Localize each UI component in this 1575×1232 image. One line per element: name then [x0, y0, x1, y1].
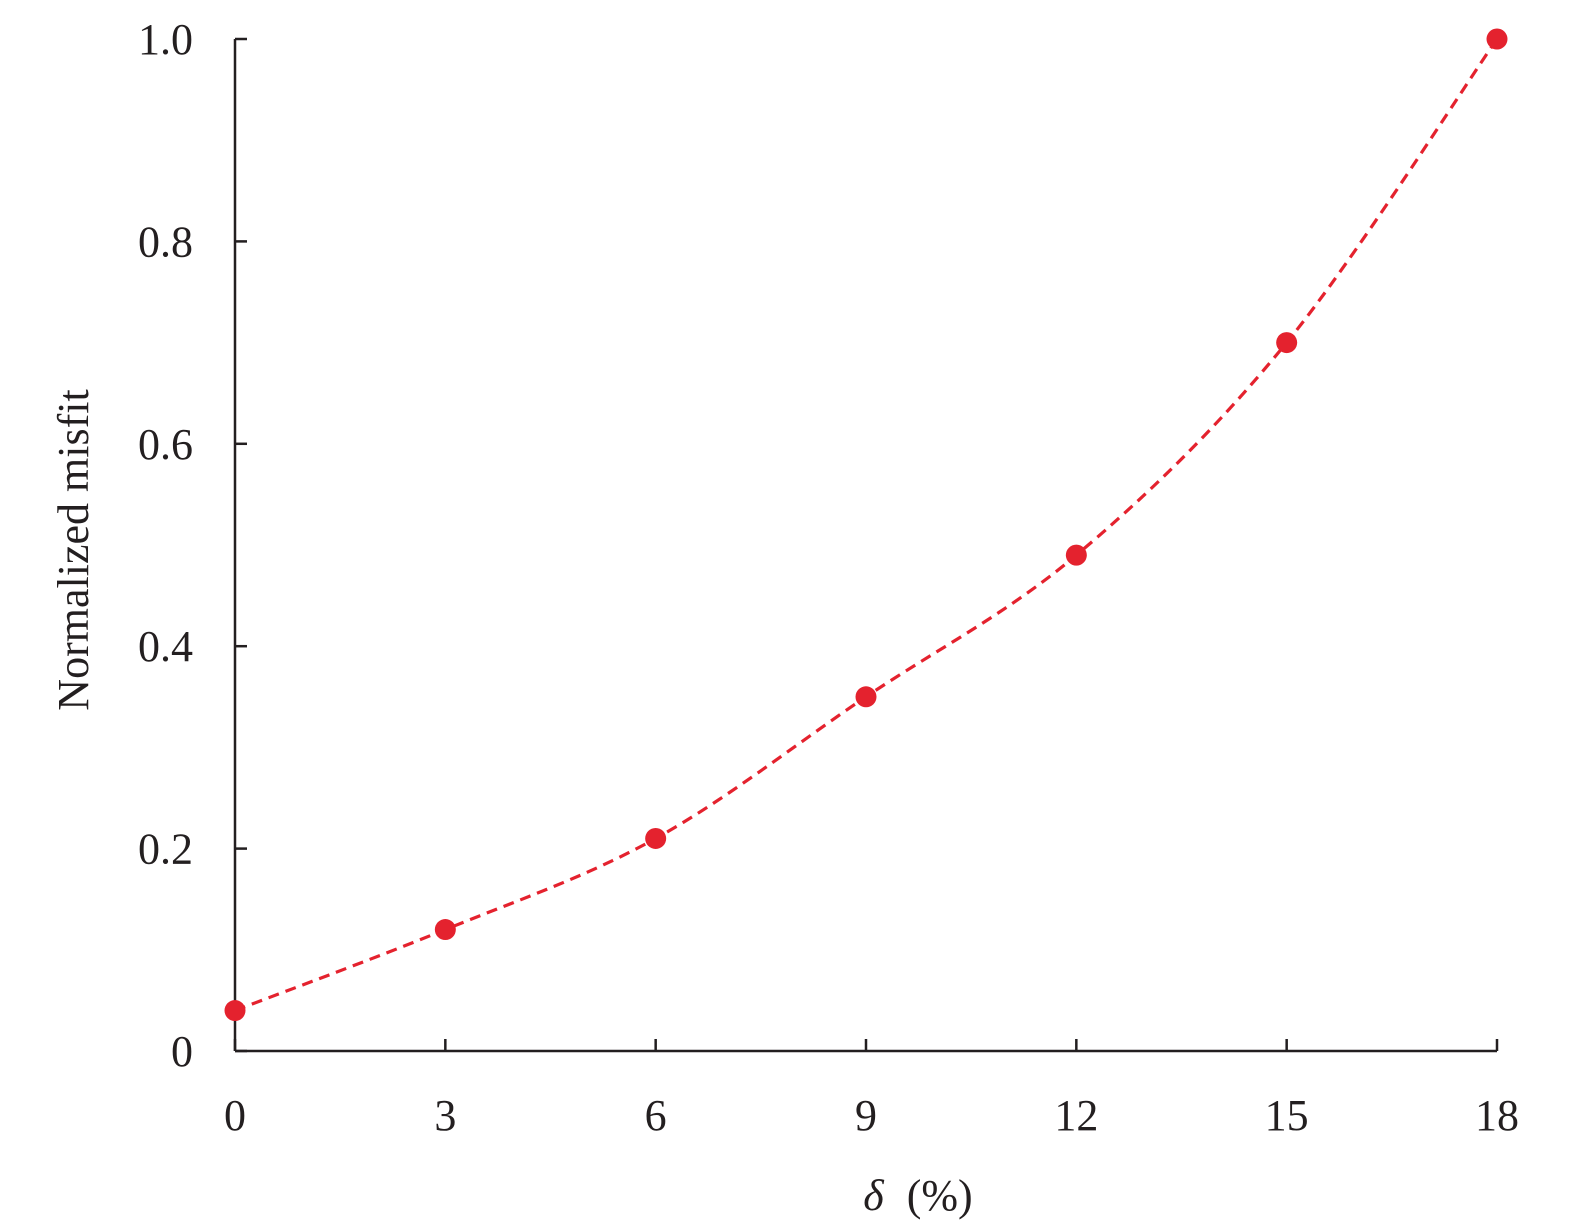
series-line [234, 38, 1499, 1013]
x-axis-symbol: δ [863, 1171, 885, 1220]
y-tick-label: 0 [171, 1027, 193, 1076]
y-tick-label: 0.8 [138, 217, 193, 266]
x-ticks: 0 3 6 9 12 15 18 [224, 1039, 1519, 1140]
data-point [1065, 544, 1087, 566]
x-tick-label: 15 [1265, 1091, 1309, 1140]
y-tick-label: 0.6 [138, 420, 193, 469]
data-point [224, 1000, 246, 1022]
y-tick-label: 0.4 [138, 622, 193, 671]
y-tick-label: 1.0 [138, 15, 193, 64]
y-axis-title: Normalized misfit [49, 389, 98, 710]
x-tick-label: 18 [1475, 1091, 1519, 1140]
x-tick-label: 9 [855, 1091, 877, 1140]
x-tick-label: 0 [224, 1091, 246, 1140]
data-point [1276, 332, 1298, 354]
data-point [855, 686, 877, 708]
data-point [434, 919, 456, 941]
data-point [1486, 28, 1508, 50]
x-tick-label: 6 [645, 1091, 667, 1140]
x-tick-label: 3 [434, 1091, 456, 1140]
x-axis-title: δ (%) [863, 1171, 972, 1220]
x-tick-label: 12 [1054, 1091, 1098, 1140]
x-axis-unit: (%) [907, 1171, 973, 1220]
axes [233, 39, 1497, 1053]
series-layer [224, 28, 1508, 1022]
y-tick-label: 0.2 [138, 825, 193, 874]
data-point [645, 827, 667, 849]
y-ticks: 0 0.2 0.4 0.6 0.8 1.0 [138, 15, 247, 1076]
